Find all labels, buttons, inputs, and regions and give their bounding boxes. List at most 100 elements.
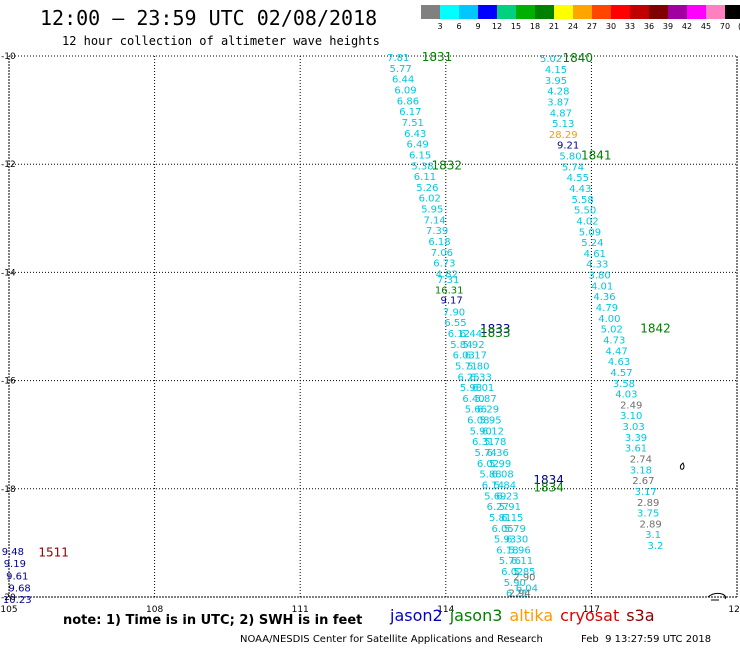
colorbar-label: 45	[700, 22, 712, 31]
wave-height-label: 3.61	[625, 444, 647, 455]
wave-height-label: 6.17	[465, 351, 487, 362]
wave-height-label: 5.84	[494, 480, 516, 491]
wave-height-label: 4.01	[591, 281, 613, 292]
coastline-fragment	[679, 462, 685, 470]
wave-height-label: 6.01	[472, 383, 494, 394]
colorbar	[421, 5, 740, 19]
wave-height-label: 6.18	[496, 545, 518, 556]
wave-height-label: 2.74	[630, 455, 652, 466]
pass-number-label: 1833	[480, 322, 511, 336]
wave-height-label: 5.78	[484, 437, 506, 448]
wave-height-label: 9.48	[2, 547, 24, 558]
wave-height-label: 3.58	[613, 379, 635, 390]
colorbar-label: 18	[529, 22, 541, 31]
wave-height-label: 6.03	[453, 351, 475, 362]
wave-height-label: 6.18	[428, 237, 450, 248]
lat-tick-label: -16	[1, 377, 16, 387]
wave-height-label: 9.19	[4, 559, 26, 570]
wave-height-label: 4.73	[603, 335, 625, 346]
wave-height-label: 6.29	[477, 405, 499, 416]
wave-height-label: 7.39	[426, 226, 448, 237]
wave-height-label: 3.03	[622, 422, 644, 433]
wave-height-label: 5.13	[552, 119, 574, 130]
wave-height-label: 4.87	[550, 108, 572, 119]
lon-tick-label: 117	[583, 605, 600, 615]
wave-height-label: 6.36	[487, 448, 509, 459]
wave-height-label: 6.40	[462, 394, 484, 405]
wave-height-label: 5.81	[489, 513, 511, 524]
wave-height-label: 4.00	[598, 314, 620, 325]
wave-height-label: 5.26	[416, 183, 438, 194]
wave-height-label: 5.24	[581, 238, 603, 249]
wave-height-label: 6.27	[487, 502, 509, 513]
axis-ticks: 105 108 111 114 117 120 -10 -12 -14 -16 -18 -20	[0, 52, 740, 615]
wave-height-label: 5.74	[562, 162, 584, 173]
wave-height-label: 5.96	[508, 545, 530, 556]
wave-height-label: 4.28	[547, 87, 569, 98]
map-frame	[8, 55, 738, 598]
wave-height-label: 6.12	[448, 329, 470, 340]
wave-height-label: 3.75	[637, 509, 659, 520]
colorbar-label: 6	[456, 22, 462, 31]
wave-height-label: 5.76	[499, 556, 521, 567]
colorbar-swatch	[687, 5, 706, 19]
wave-height-label: 3.10	[620, 411, 642, 422]
colorbar-swatch	[649, 5, 668, 19]
pass-number-label: 1834	[533, 473, 564, 487]
wave-height-label: 7.31	[437, 275, 459, 286]
colorbar-label: 27	[586, 22, 598, 31]
wave-height-label: 5.50	[574, 206, 596, 217]
wave-height-label: 4.79	[596, 303, 618, 314]
colorbar-label: 39	[662, 22, 674, 31]
lat-tick-label: -18	[1, 485, 16, 495]
coastline-fragment	[707, 592, 727, 600]
colorbar-label: 3	[437, 22, 443, 31]
map-grid	[8, 55, 738, 598]
wave-height-label: 4.36	[593, 292, 615, 303]
wave-height-label: 6.33	[470, 372, 492, 383]
colorbar-label: 36	[643, 22, 655, 31]
pass-number-label: 1511	[38, 546, 69, 560]
wave-height-label: 5.77	[390, 64, 412, 75]
satellite-legend: jason2 jason3 altika cryosat s3a	[390, 606, 662, 625]
pass-number-label: 1832	[431, 158, 462, 172]
wave-height-label: 3.17	[635, 487, 657, 498]
wave-height-label: 6.08	[491, 470, 513, 481]
wave-height-label: 5.80	[559, 152, 581, 163]
wave-height-label: 6.21	[506, 589, 528, 600]
wave-height-label: 6.86	[397, 96, 419, 107]
colorbar-swatch	[554, 5, 573, 19]
lat-tick-label: -10	[1, 52, 16, 62]
wave-height-label: 6.09	[394, 86, 416, 97]
pass-number-label: 1831	[422, 50, 453, 64]
pass-number-label: 1834	[533, 481, 564, 495]
lon-tick-label: 108	[146, 605, 163, 615]
coastline	[679, 462, 727, 601]
colorbar-swatch	[497, 5, 516, 19]
pass-number-label: 1841	[581, 149, 612, 163]
units-note: note: 1) Time is in UTC; 2) SWH is in fe…	[63, 613, 363, 628]
colorbar-swatch	[706, 5, 725, 19]
wave-height-label: 5.92	[462, 340, 484, 351]
wave-height-label: 9.17	[440, 295, 462, 306]
wave-height-label: 3.1	[645, 530, 661, 541]
wave-height-label: 3.2	[648, 541, 664, 552]
wave-height-label: 5.91	[499, 502, 521, 513]
colorbar-label: 9	[475, 22, 481, 31]
wave-height-label: 5.02	[601, 325, 623, 336]
wave-height-label: 7.14	[424, 215, 446, 226]
wave-height-label: 6.44	[392, 75, 414, 86]
wave-height-label: 16.31	[435, 286, 464, 297]
wave-height-label: 6.11	[511, 556, 533, 567]
wave-height-label: 5.85	[513, 567, 535, 578]
wave-height-label: 9.21	[557, 141, 579, 152]
wave-height-label: 5.93	[494, 535, 516, 546]
wave-height-label: 5.66	[465, 405, 487, 416]
wave-height-label: 7.90	[443, 307, 465, 318]
wave-height-label: 6.25	[457, 372, 479, 383]
wave-height-label: 6.14	[482, 480, 504, 491]
lat-tick-label: -14	[1, 268, 16, 278]
wave-height-label: 4.33	[586, 260, 608, 271]
